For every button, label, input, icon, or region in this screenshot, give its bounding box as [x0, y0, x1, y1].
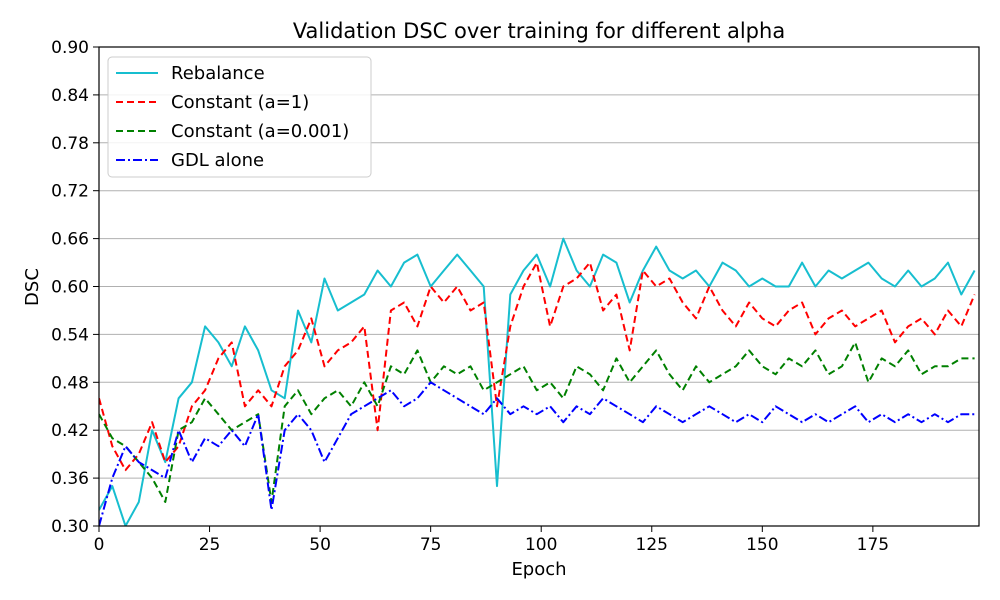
y-tick-label: 0.78 [51, 134, 89, 154]
y-axis-title: DSC [22, 268, 43, 306]
x-tick-label: 0 [94, 535, 105, 555]
legend-label-rebalance: Rebalance [171, 63, 265, 84]
x-tick-label: 50 [309, 535, 331, 555]
x-axis-title: Epoch [511, 559, 566, 580]
legend-label-gdl-alone: GDL alone [171, 150, 264, 171]
chart-title: Validation DSC over training for differe… [293, 19, 785, 43]
x-tick-label: 150 [746, 535, 778, 555]
series-line-gdl-alone [99, 381, 975, 526]
y-tick-label: 0.30 [51, 517, 89, 537]
x-tick-label: 175 [857, 535, 889, 555]
legend: Rebalance Constant (a=1) Constant (a=0.001… [107, 56, 372, 178]
y-tick-label: 0.36 [51, 469, 89, 489]
series-line-rebalance [99, 237, 976, 526]
y-tick-label: 0.60 [51, 278, 89, 298]
series-line-constant-a-0-001 [99, 341, 975, 503]
y-tick-label: 0.42 [51, 421, 89, 441]
legend-label-constant-a-0-001: Constant (a=0.001) [171, 121, 349, 142]
x-tick-label: 125 [636, 535, 668, 555]
x-tick-label: 25 [199, 535, 221, 555]
y-tick-label: 0.90 [51, 38, 89, 58]
x-tick-label: 75 [420, 535, 442, 555]
legend-box [107, 56, 372, 178]
series-lines [99, 237, 976, 526]
legend-label-constant-a-1: Constant (a=1) [171, 92, 309, 113]
axis-ticks: 0.30 0.36 0.42 0.48 0.54 0.60 0.66 0.72 0.78 0.84… [51, 38, 889, 555]
y-tick-label: 0.66 [51, 230, 89, 250]
y-tick-label: 0.48 [51, 373, 89, 393]
series-line-constant-a-1 [99, 261, 976, 472]
x-tick-label: 100 [525, 535, 557, 555]
y-tick-label: 0.54 [51, 325, 89, 345]
y-tick-label: 0.72 [51, 182, 89, 202]
y-tick-label: 0.84 [51, 86, 89, 106]
